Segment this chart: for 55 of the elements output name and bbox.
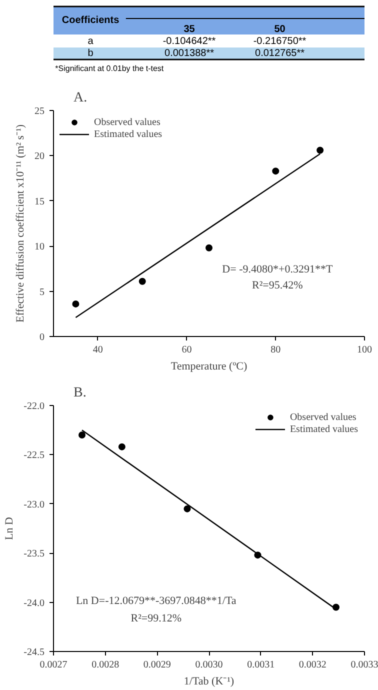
point <box>78 432 86 439</box>
annotation: Ln D=-12.0679**-3697.0848**1/Ta <box>76 595 236 608</box>
x-tick-label: 0.0033 <box>350 660 378 670</box>
x-axis-title: Temperature (ºC) <box>170 360 248 372</box>
y-tick-label: 5 <box>40 286 44 298</box>
x-tick-label: 0.0030 <box>195 660 223 670</box>
x-tick-label: 60 <box>182 344 192 356</box>
y-tick-label: -23.0 <box>24 499 45 510</box>
x-tick-label: 80 <box>270 344 281 356</box>
y-tick-label: 0 <box>40 332 44 343</box>
category-label: 35 <box>184 24 196 35</box>
y-tick-label: -22.5 <box>24 450 45 462</box>
annotation: D= -9.4080*+0.3291**T <box>222 263 333 276</box>
y-tick-label: -22.0 <box>24 401 45 412</box>
x-tick-label: 0.0032 <box>298 660 326 670</box>
y-tick-label: -23.5 <box>24 548 45 560</box>
y-tick-label: -24.5 <box>24 647 45 658</box>
y-tick-label: 15 <box>34 196 44 208</box>
x-tick-label: 0.0028 <box>92 660 120 670</box>
chart-title: B. <box>74 386 86 400</box>
text: *Significant at 0.01by the t-test <box>55 64 164 73</box>
y-axis-title: Ln D <box>4 516 16 540</box>
y-tick-label: 10 <box>34 242 44 253</box>
category-label: b <box>88 48 94 59</box>
point <box>138 278 146 285</box>
legend-label: Estimated values <box>94 128 162 140</box>
y-tick-label: 25 <box>34 106 44 117</box>
text: 0.001388** <box>164 48 214 59</box>
point <box>272 168 280 175</box>
category-label: a <box>88 36 94 47</box>
annotation: R²=99.12% <box>130 612 182 624</box>
x-tick-label: 100 <box>357 344 372 356</box>
legend-label: Observed values <box>290 411 356 423</box>
chart-title: A. <box>74 90 88 106</box>
y-tick-label: 20 <box>34 151 44 162</box>
point <box>72 300 80 308</box>
point <box>206 244 212 252</box>
x-tick-label: 40 <box>92 344 103 356</box>
x-tick-label: 0.0029 <box>143 660 171 670</box>
text: Coefficients <box>62 15 120 26</box>
legend-label: Observed values <box>94 116 160 128</box>
y-axis-title: Effective diffusion coefficient x10⁻¹¹ (m² s⁻¹) <box>14 124 26 323</box>
x-axis-title: 1/Tab (K⁻¹) <box>184 676 234 688</box>
text: -0.104642** <box>162 36 216 47</box>
x-tick-label: 0.0031 <box>247 660 275 670</box>
point <box>184 505 191 512</box>
text: 0.012765** <box>255 48 305 59</box>
legend-label: Estimated values <box>290 423 358 435</box>
point <box>118 443 126 450</box>
category-label: 50 <box>274 24 286 35</box>
x-tick-label: 0.0027 <box>40 660 68 670</box>
annotation: R²=95.42% <box>252 279 303 292</box>
text: -0.216750** <box>253 36 306 47</box>
point <box>316 146 324 154</box>
y-tick-label: -24.0 <box>24 598 45 609</box>
